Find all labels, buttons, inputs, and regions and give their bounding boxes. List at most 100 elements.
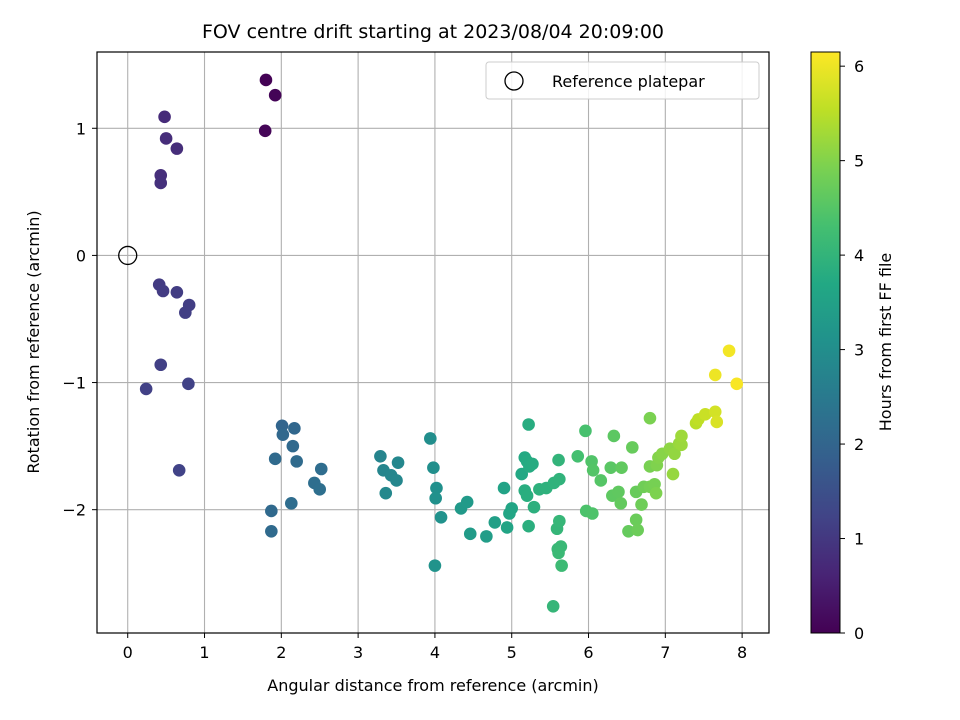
colorbar-tick-label: 4 — [854, 246, 864, 265]
data-point — [268, 88, 282, 102]
legend-entry-reference: Reference platepar — [552, 72, 705, 91]
colorbar-tick-label: 6 — [854, 57, 864, 76]
data-point — [586, 507, 599, 520]
data-point — [555, 559, 568, 572]
y-tick-label: 1 — [76, 119, 86, 138]
colorbar-tick-label: 1 — [854, 530, 864, 549]
data-point — [460, 495, 474, 509]
data-point — [313, 483, 327, 496]
data-point — [515, 467, 529, 481]
data-point — [730, 377, 744, 391]
data-point — [526, 457, 539, 471]
data-point — [179, 306, 192, 319]
data-point — [427, 461, 440, 475]
data-point — [649, 486, 663, 500]
data-point — [722, 344, 736, 358]
data-point — [428, 559, 442, 572]
grid — [97, 52, 769, 633]
data-point — [497, 481, 511, 495]
data-point — [158, 110, 171, 124]
data-point — [522, 418, 535, 431]
data-point — [156, 284, 170, 298]
data-point — [553, 472, 566, 486]
y-axis-ticks: −2 −1 0 1 — [62, 119, 97, 520]
x-tick-label: 7 — [660, 643, 670, 662]
x-tick-label: 2 — [276, 643, 286, 662]
data-point — [604, 461, 618, 475]
data-point — [390, 474, 403, 487]
colorbar-tick-label: 0 — [854, 624, 864, 643]
x-tick-label: 8 — [737, 643, 747, 662]
data-point — [629, 513, 643, 527]
data-point — [429, 491, 442, 505]
data-points — [118, 73, 744, 613]
data-point — [675, 429, 688, 443]
data-point — [614, 497, 628, 510]
data-point — [668, 447, 681, 461]
legend-box — [485, 61, 760, 100]
data-point — [265, 524, 278, 538]
data-point — [643, 411, 657, 425]
data-point — [631, 523, 644, 537]
data-point — [579, 424, 592, 438]
data-point — [288, 422, 301, 435]
data-point — [290, 455, 303, 468]
data-point — [314, 462, 328, 476]
data-point — [434, 511, 448, 524]
data-point — [488, 516, 502, 529]
data-point — [708, 405, 722, 419]
data-point — [675, 438, 688, 452]
data-point — [154, 358, 168, 372]
colorbar-tick-label: 5 — [854, 152, 864, 171]
data-point — [286, 439, 300, 453]
data-point — [698, 408, 712, 421]
y-tick-label: −1 — [62, 374, 86, 393]
data-point — [594, 474, 608, 487]
data-point — [635, 498, 648, 511]
data-point — [710, 415, 724, 429]
data-point — [391, 456, 405, 469]
colorbar-label: Hours from first FF file — [876, 253, 895, 432]
data-point — [500, 521, 514, 534]
data-point — [258, 124, 272, 138]
x-tick-label: 1 — [199, 643, 209, 662]
colorbar-tick-label: 2 — [854, 435, 864, 454]
data-point — [424, 432, 437, 445]
data-point — [552, 453, 565, 467]
y-tick-label: −2 — [62, 501, 86, 520]
data-point — [527, 500, 541, 514]
data-point — [154, 176, 168, 190]
data-point — [285, 497, 298, 510]
data-point — [379, 486, 393, 500]
y-axis-label: Rotation from reference (arcmin) — [24, 210, 43, 473]
x-tick-label: 3 — [353, 643, 363, 662]
data-point — [612, 485, 625, 499]
data-point — [159, 132, 173, 145]
data-point — [463, 527, 477, 541]
data-point — [505, 502, 519, 515]
data-point — [268, 452, 282, 466]
colorbar-ticks: 0 1 2 3 4 5 6 — [840, 57, 864, 643]
x-tick-label: 6 — [583, 643, 593, 662]
x-tick-label: 4 — [430, 643, 440, 662]
data-point — [586, 463, 600, 477]
data-point — [553, 514, 566, 528]
colorbar-tick-label: 3 — [854, 341, 864, 360]
legend-marker-reference — [504, 71, 524, 91]
data-point — [625, 441, 639, 454]
x-axis-ticks: 0 1 2 3 4 5 6 7 8 — [123, 633, 747, 662]
data-point — [139, 382, 153, 396]
data-point — [276, 428, 290, 441]
data-point — [430, 481, 443, 495]
data-point — [622, 524, 635, 538]
data-point — [708, 368, 722, 382]
data-point — [546, 600, 560, 613]
data-point — [172, 463, 186, 477]
data-point — [374, 449, 387, 463]
x-axis-label: Angular distance from reference (arcmin) — [267, 676, 598, 695]
data-point — [265, 504, 278, 518]
data-point — [571, 449, 585, 463]
x-tick-label: 5 — [507, 643, 517, 662]
legend: Reference platepar — [485, 61, 760, 100]
